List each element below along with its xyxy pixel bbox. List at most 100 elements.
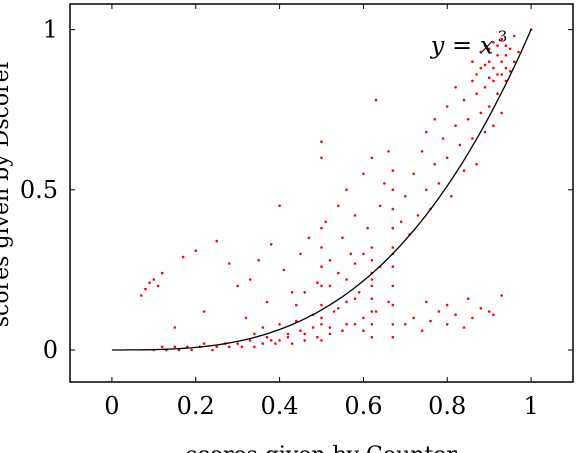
scatter-point xyxy=(433,118,437,121)
scatter-point xyxy=(483,44,487,47)
scatter-point xyxy=(357,291,361,294)
scatter-point xyxy=(320,246,323,249)
axis-ticks: 0 0.2 0.4 0.6 0.8 1 0 0.5 1 xyxy=(20,4,573,420)
scatter-point xyxy=(370,284,374,288)
scatter-point xyxy=(404,323,407,326)
scatter-point xyxy=(391,323,395,326)
scatter-point xyxy=(362,172,365,176)
scatter-point xyxy=(483,130,487,134)
scatter-point xyxy=(391,188,395,192)
x-axis-label: scores given by Counter xyxy=(186,443,457,453)
scatter-point xyxy=(513,34,516,38)
x-tick-label: 1 xyxy=(523,392,538,420)
scatter-point xyxy=(500,73,504,76)
scatter-point xyxy=(475,73,478,76)
x-tick-label: 0.2 xyxy=(177,392,215,420)
scatter-point xyxy=(156,284,160,288)
scatter-point xyxy=(215,239,218,243)
scatter-point xyxy=(504,54,508,57)
scatter-point xyxy=(475,92,478,95)
y-axis-label: scores given by Dscorer xyxy=(0,58,14,327)
scatter-point xyxy=(437,182,441,185)
y-tick-label: 0.5 xyxy=(20,176,58,204)
scatter-point xyxy=(299,329,302,333)
scatter-point xyxy=(290,342,294,345)
scatter-point xyxy=(307,236,311,240)
scatter-point xyxy=(462,326,466,329)
scatter-point xyxy=(328,326,332,329)
scatter-point xyxy=(425,188,428,192)
scatter-point xyxy=(450,194,453,198)
scatter-point xyxy=(391,265,395,269)
scatter-point xyxy=(320,265,323,269)
scatter-point xyxy=(202,342,206,345)
scatter-point xyxy=(345,278,348,281)
scatter-point xyxy=(282,268,286,272)
scatter-point xyxy=(508,47,512,51)
scatter-point xyxy=(316,281,319,285)
scatter-point xyxy=(508,70,512,73)
scatter-point xyxy=(345,300,348,304)
scatter-point xyxy=(504,44,508,47)
scatter-point xyxy=(320,284,323,288)
y-tick-label: 1 xyxy=(43,16,58,44)
scatter-point xyxy=(412,316,416,320)
scatter-point xyxy=(353,297,357,301)
scatter-point xyxy=(391,226,395,230)
scatter-point xyxy=(366,226,369,230)
scatter-point xyxy=(173,326,177,329)
scatter-point xyxy=(492,41,495,44)
scatter-point xyxy=(341,329,344,333)
scatter-point xyxy=(299,252,302,256)
scatter-point xyxy=(517,50,520,54)
scatter-point xyxy=(278,204,281,208)
scatter-point xyxy=(236,342,239,345)
scatter-point xyxy=(160,271,164,275)
scatter-point xyxy=(324,220,328,224)
scatter-point xyxy=(471,60,474,63)
scatter-point xyxy=(420,150,424,153)
scatter-point xyxy=(458,143,462,147)
scatter-point xyxy=(462,169,466,172)
scatter-point xyxy=(433,162,437,166)
scatter-point xyxy=(412,172,416,176)
scatter-point xyxy=(140,294,143,297)
scatter-point xyxy=(274,342,277,345)
scatter-point xyxy=(479,307,483,310)
scatter-point xyxy=(445,323,449,326)
scatter-point xyxy=(265,300,269,304)
curve-annotation: y = x xyxy=(430,32,494,60)
scatter-point xyxy=(240,345,244,349)
scatter-point xyxy=(152,278,156,281)
scatter-point xyxy=(160,345,164,349)
scatter-point xyxy=(466,297,470,301)
scatter-point xyxy=(399,220,403,224)
scatter-point xyxy=(269,339,273,342)
scatter-point xyxy=(471,79,474,83)
scatter-point xyxy=(454,86,457,89)
scatter-point xyxy=(429,319,432,323)
scatter-point xyxy=(492,124,495,127)
scatter-point xyxy=(320,140,323,143)
scatter-point xyxy=(248,339,252,342)
scatter-point xyxy=(341,236,344,240)
scatter-point xyxy=(228,345,231,349)
scatter-point xyxy=(337,271,340,275)
scatter-point xyxy=(257,259,260,262)
scatter-point xyxy=(261,342,265,345)
scatter-point xyxy=(173,345,177,349)
scatter-point xyxy=(320,316,323,320)
scatter-point xyxy=(425,130,428,134)
x-tick-label: 0.4 xyxy=(260,392,298,420)
scatter-point xyxy=(487,76,491,79)
scatter-point xyxy=(445,303,449,307)
scatter-point xyxy=(487,60,491,63)
scatter-point xyxy=(194,249,198,252)
scatter-point xyxy=(391,207,395,211)
scatter-point xyxy=(370,259,374,262)
scatter-point xyxy=(349,252,353,256)
scatter-point xyxy=(370,246,374,249)
scatter-point xyxy=(320,156,323,160)
scatter-point xyxy=(425,300,428,304)
scatter-point xyxy=(290,291,294,294)
